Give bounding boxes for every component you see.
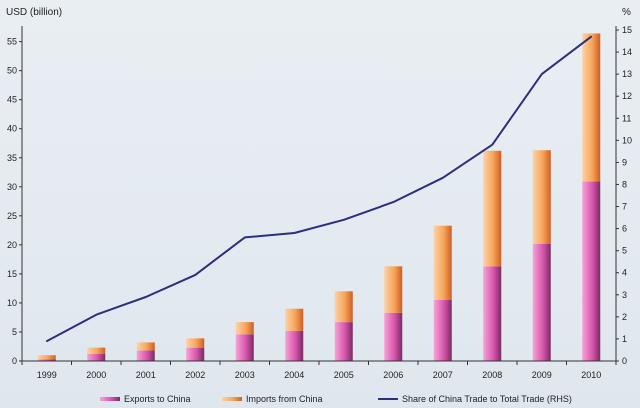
bar-exports [483,266,502,361]
bar-exports [334,322,353,361]
y2-tick-label: 15 [622,25,632,35]
bar-exports [235,334,254,361]
y2-tick-label: 10 [622,135,632,145]
bar-imports [37,355,56,360]
y2-tick-label: 12 [622,91,632,101]
y2-tick-label: 9 [622,157,627,167]
share-point [293,232,296,234]
share-point [144,296,147,298]
share-point [194,274,197,276]
y-tick-label: 20 [7,240,17,250]
y-tick-label: 55 [7,37,17,47]
bar-exports [37,359,56,361]
x-tick-label: 1999 [37,370,57,380]
bar-imports [87,347,106,355]
y-tick-label: 5 [12,327,17,337]
y-tick-label: 25 [7,211,17,221]
bar-imports [483,150,502,267]
y-tick-label: 35 [7,153,17,163]
legend-label-imports: Imports from China [246,394,323,404]
y2-tick-label: 3 [622,290,627,300]
y-tick-label: 0 [12,356,17,366]
x-tick-label: 2001 [136,370,156,380]
y2-tick-label: 4 [622,268,627,278]
y2-tick-label: 14 [622,47,632,57]
axes: 0510152025303540455055012345678910111213… [7,25,632,380]
share-point [392,201,395,203]
share-point [441,177,444,179]
x-tick-label: 2002 [185,370,205,380]
bar-exports [582,181,601,361]
x-tick-label: 2000 [86,370,106,380]
share-line [46,35,592,342]
y-tick-label: 15 [7,269,17,279]
y-axis-title: USD (billion) [6,7,62,18]
legend: Exports to China Imports from China Shar… [100,394,572,404]
share-point [95,313,98,316]
bar-exports [186,347,205,361]
bar-exports [136,350,155,361]
bars [37,33,601,361]
x-tick-label: 2010 [581,370,601,380]
bar-imports [186,338,205,348]
bar-exports [532,243,551,361]
y2-tick-label: 6 [622,224,627,234]
bar-imports [285,308,304,331]
y2-tick-label: 5 [622,246,627,256]
share-line-layer [45,35,593,342]
x-tick-label: 2003 [235,370,255,380]
bar-exports [384,312,403,361]
legend-label-share: Share of China Trade to Total Trade (RHS… [402,394,572,404]
x-tick-label: 2004 [284,370,304,380]
bar-imports [532,150,551,244]
y2-tick-label: 1 [622,334,627,344]
y2-tick-label: 13 [622,69,632,79]
y-tick-label: 50 [7,66,17,76]
share-point [243,236,246,239]
x-tick-label: 2007 [433,370,453,380]
y2-axis-title: % [622,7,631,18]
legend-swatch-imports [222,397,242,401]
x-tick-label: 2005 [334,370,354,380]
share-point [45,340,48,342]
bar-imports [384,266,403,313]
legend-swatch-exports [100,397,120,401]
y-tick-label: 30 [7,182,17,192]
bar-imports [433,225,452,301]
y2-tick-label: 2 [622,312,627,322]
bar-imports [235,322,254,335]
x-tick-label: 2008 [482,370,502,380]
y-tick-label: 40 [7,124,17,134]
y-tick-label: 10 [7,298,17,308]
bar-imports [334,291,353,323]
share-point [540,73,543,75]
y-tick-label: 45 [7,95,17,105]
x-tick-label: 2006 [383,370,403,380]
x-tick-label: 2009 [532,370,552,380]
y2-tick-label: 8 [622,179,627,189]
bar-imports [136,342,155,351]
share-point [342,218,345,221]
y2-tick-label: 7 [622,202,627,212]
bar-exports [433,300,452,361]
share-point [590,35,593,38]
bar-exports [87,354,106,361]
share-point [491,143,494,146]
bar-imports [582,33,601,182]
legend-label-exports: Exports to China [124,394,191,404]
y2-tick-label: 11 [622,113,631,123]
bar-exports [285,330,304,361]
y2-tick-label: 0 [622,356,627,366]
